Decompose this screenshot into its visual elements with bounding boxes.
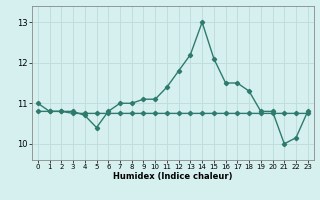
X-axis label: Humidex (Indice chaleur): Humidex (Indice chaleur) [113, 172, 233, 181]
